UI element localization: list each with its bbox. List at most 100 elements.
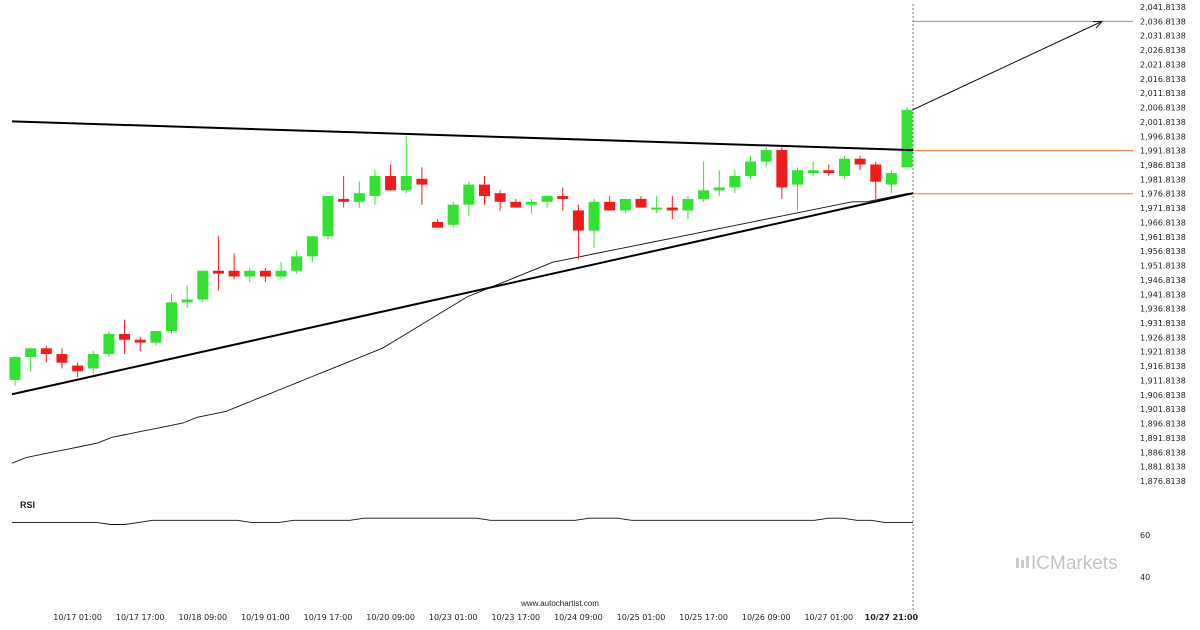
y-tick-label: 1,896.8138 — [1140, 420, 1186, 429]
moving-average-layer — [11, 192, 910, 464]
candle-up — [181, 299, 193, 303]
candle-up — [463, 184, 475, 205]
y-tick-label: 1,921.8138 — [1140, 348, 1186, 357]
projection-arrow-line — [912, 20, 1103, 111]
x-tick-label: 10/27 01:00 — [804, 613, 853, 622]
candle-down — [510, 201, 522, 208]
logo-bar-1 — [1016, 558, 1019, 568]
candle-up — [651, 207, 663, 210]
candle-down — [385, 175, 397, 191]
candle-down — [479, 184, 490, 197]
candle-up — [275, 270, 287, 277]
y-tick-label: 1,906.8138 — [1140, 391, 1186, 400]
candle-down — [40, 348, 52, 355]
y-tick-label: 2,026.8138 — [1140, 46, 1186, 55]
candle-up — [698, 190, 710, 199]
x-tick-label: 10/27 21:00 — [865, 613, 919, 622]
candle-up — [244, 270, 256, 277]
x-tick-label: 10/17 01:00 — [53, 613, 102, 622]
y-tick-label: 1,901.8138 — [1140, 405, 1186, 414]
candle-up — [525, 201, 537, 205]
y-tick-label: 1,971.8138 — [1140, 204, 1186, 213]
y-tick-label: 1,946.8138 — [1140, 276, 1186, 285]
candle-down — [823, 170, 835, 174]
candle-down — [119, 333, 131, 340]
x-tick-label: 10/24 09:00 — [554, 613, 603, 622]
candle-up — [306, 236, 318, 257]
x-tick-label: 10/23 17:00 — [491, 613, 540, 622]
y-tick-label: 1,881.8138 — [1140, 463, 1186, 472]
support-trendline — [11, 192, 914, 396]
candle-down — [870, 164, 882, 182]
candle-up — [322, 196, 334, 237]
candle-up — [792, 170, 803, 185]
resistance-trendline — [11, 120, 914, 152]
y-tick-label: 1,891.8138 — [1140, 434, 1186, 443]
candle-up — [838, 158, 850, 176]
candle-up — [150, 331, 162, 343]
candle-up — [807, 170, 819, 174]
x-tick-label: 10/19 17:00 — [304, 613, 353, 622]
logo-bar-3 — [1026, 556, 1029, 568]
candle-down — [494, 193, 506, 202]
y-tick-label: 2,011.8138 — [1140, 89, 1186, 98]
candle-down — [228, 270, 240, 277]
y-tick-label: 1,931.8138 — [1140, 319, 1186, 328]
logo-suffix: Markets — [1050, 553, 1118, 574]
rsi-panel — [12, 517, 914, 525]
candle-up — [713, 187, 725, 191]
candle-down — [134, 339, 146, 343]
moving-average-line — [11, 192, 910, 464]
candles-layer — [9, 107, 913, 386]
candle-up — [103, 333, 115, 355]
source-url: www.autochartist.com — [520, 599, 599, 608]
candle-up — [588, 201, 600, 231]
candle-up — [353, 193, 365, 202]
candle-up — [541, 196, 553, 202]
candle-down — [557, 196, 569, 199]
y-tick-label: 2,036.8138 — [1140, 17, 1186, 26]
y-tick-label: 1,976.8138 — [1140, 190, 1186, 199]
candle-down — [259, 270, 271, 277]
candle-up — [197, 270, 209, 300]
y-tick-label: 1,981.8138 — [1140, 175, 1186, 184]
candle-down — [604, 201, 616, 211]
projection-arrow-head — [1092, 20, 1104, 29]
y-tick-label: 1,986.8138 — [1140, 161, 1186, 170]
logo-bar-2 — [1021, 560, 1024, 568]
candle-up — [901, 109, 913, 168]
x-tick-label: 10/23 01:00 — [429, 613, 478, 622]
candle-up — [9, 356, 21, 380]
y-tick-label: 2,001.8138 — [1140, 118, 1186, 127]
y-tick-label: 1,926.8138 — [1140, 333, 1186, 342]
logo-prefix: IC — [1031, 553, 1050, 574]
y-tick-label: 1,936.8138 — [1140, 305, 1186, 314]
y-tick-label: 1,911.8138 — [1140, 376, 1186, 385]
candle-up — [291, 256, 303, 271]
candle-down — [432, 221, 444, 228]
y-tick-label: 2,041.8138 — [1140, 3, 1186, 12]
y-tick-label: 1,951.8138 — [1140, 262, 1186, 271]
candle-down — [776, 150, 788, 188]
x-tick-label: 10/26 09:00 — [742, 613, 791, 622]
rsi-tick-60: 60 — [1140, 531, 1150, 540]
candle-up — [369, 175, 381, 197]
y-tick-label: 1,961.8138 — [1140, 233, 1186, 242]
rsi-line — [12, 517, 914, 525]
x-tick-label: 10/19 01:00 — [241, 613, 290, 622]
candle-up — [87, 354, 99, 369]
candle-down — [635, 198, 647, 208]
candle-down — [56, 354, 68, 363]
candle-down — [416, 178, 428, 185]
x-tick-label: 10/17 17:00 — [116, 613, 165, 622]
x-tick-label: 10/25 17:00 — [679, 613, 728, 622]
y-tick-label: 1,966.8138 — [1140, 218, 1186, 227]
y-tick-label: 1,886.8138 — [1140, 448, 1186, 457]
candle-up — [619, 198, 631, 211]
candle-down — [572, 210, 584, 231]
y-tick-label: 2,031.8138 — [1140, 32, 1186, 41]
candle-up — [729, 175, 741, 188]
candle-up — [885, 173, 897, 185]
rsi-tick-40: 40 — [1140, 573, 1150, 582]
